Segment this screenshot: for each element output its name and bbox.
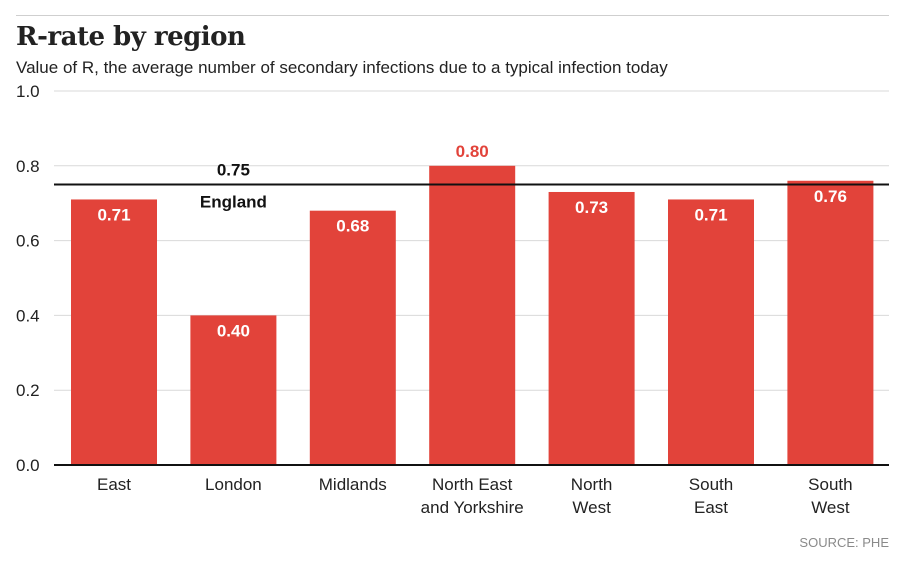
y-tick-label: 0.0 [16,456,40,475]
top-rule [16,15,889,16]
y-tick-label: 0.2 [16,381,40,400]
bar-value-label: 0.80 [456,142,489,161]
x-tick-label: Midlands [319,475,387,494]
bar [429,165,516,466]
y-tick-label: 0.6 [16,232,40,251]
bar [787,180,874,465]
x-tick-label: South East [689,475,733,517]
bar [668,199,754,465]
x-tick-label: North West [571,475,613,517]
bar [71,199,157,465]
bar-value-label: 0.76 [814,187,847,206]
chart-title: R-rate by region [16,22,246,52]
bar-value-label: 0.71 [694,205,727,224]
x-tick-label: North East and Yorkshire [421,475,524,517]
y-tick-label: 1.0 [16,82,40,101]
reference-value-label: 0.75 [217,161,250,180]
source-note: SOURCE: PHE [799,535,889,550]
bar [309,210,396,465]
reference-name-label: England [200,193,267,212]
x-tick-label: East [97,475,131,494]
bar-value-label: 0.71 [97,205,130,224]
x-tick-label: South West [808,475,852,517]
bar-value-label: 0.68 [336,217,369,236]
bar-value-label: 0.73 [575,198,608,217]
bar [548,191,635,466]
bar-value-label: 0.40 [217,321,250,340]
y-tick-label: 0.8 [16,157,40,176]
x-tick-label: London [205,475,262,494]
y-tick-label: 0.4 [16,306,40,325]
bar [190,315,277,465]
chart-subtitle: Value of R, the average number of second… [16,58,668,77]
